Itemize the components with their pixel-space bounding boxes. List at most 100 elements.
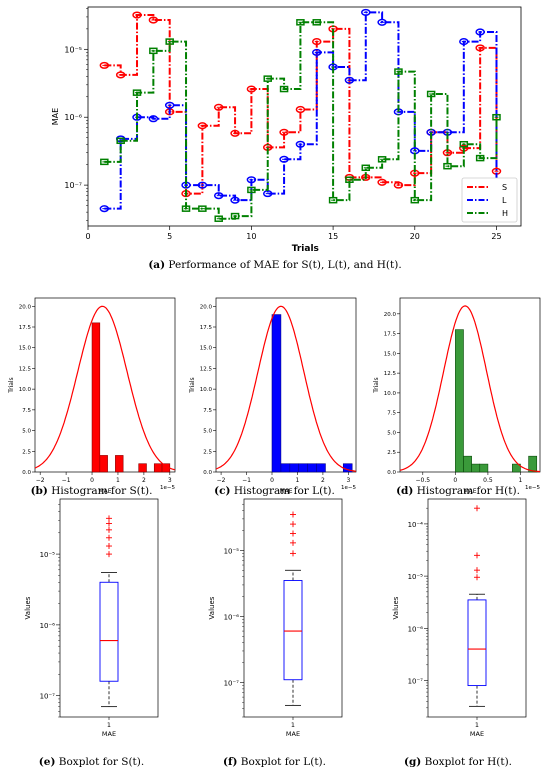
chart-c-histogram: 0.0 2.5 5.0 7.5 10.0 12.5 15.0 17.5 20.0 −2 −1 0 1 2 3…: [189, 297, 356, 495]
chart-b-ytick-label: 5.0: [22, 429, 31, 435]
chart-a-point: [459, 140, 469, 148]
chart-a-point: [426, 90, 436, 98]
chart-a-point: [263, 75, 272, 82]
chart-c-xtick-label: 0: [270, 477, 274, 484]
chart-b-xtick-label: 2: [142, 477, 146, 484]
chart-b-ytick-label: 0.0: [22, 470, 31, 476]
chart-c-ytick-label: 10.0: [200, 387, 213, 393]
chart-a-point: [99, 205, 110, 213]
chart-a-point: [197, 181, 208, 189]
caption-c: (c) Histogram for L(t).: [214, 485, 335, 497]
chart-a-point: [443, 162, 452, 170]
chart-g-outlier: [474, 552, 480, 559]
chart-a-point: [279, 85, 289, 93]
chart-g-outlier: [474, 574, 480, 581]
caption-d: (d) Histogram for H(t).: [396, 485, 520, 497]
chart-c-ytick-label: 17.5: [200, 325, 213, 331]
chart-a-xtick-label: 20: [410, 232, 420, 241]
chart-g-outlier: [474, 505, 480, 512]
chart-a-point: [312, 19, 322, 26]
chart-e-outlier: [106, 526, 112, 533]
chart-b-ytick-label: 17.5: [19, 325, 32, 331]
chart-f-ytick-label: 10⁻⁵: [224, 547, 240, 555]
chart-g-ytick-label: 10⁻⁴: [408, 521, 424, 529]
chart-c-xtick-label: −1: [242, 477, 251, 484]
chart-e-ytick-label: 10⁻⁷: [40, 693, 56, 701]
chart-a-point: [312, 38, 322, 46]
chart-a-xtick-label: 0: [85, 232, 90, 241]
chart-d-bar: [479, 463, 489, 473]
chart-g-ylabel: Values: [392, 596, 400, 619]
chart-b-ytick-label: 15.0: [19, 346, 32, 352]
chart-c-bar: [280, 463, 291, 473]
chart-b-ytick-label: 12.5: [19, 366, 32, 372]
chart-a-point: [492, 113, 501, 121]
chart-a-legend-label: S: [502, 183, 507, 192]
chart-a-series-l: [99, 8, 502, 213]
chart-a-line-s: [104, 14, 498, 195]
chart-d-bar: [463, 455, 472, 473]
chart-b-bar: [99, 455, 108, 473]
chart-a-point: [377, 178, 387, 186]
caption-e: (e) Boxplot for S(t).: [38, 756, 145, 768]
chart-b-ylabel: Trials: [8, 377, 15, 393]
chart-d-normal-curve: [399, 305, 541, 473]
chart-a-point: [116, 137, 125, 145]
chart-a-point: [459, 38, 469, 46]
chart-e-outlier: [106, 534, 112, 541]
chart-a-point: [132, 11, 142, 19]
chart-a-legend-label: H: [502, 209, 508, 218]
chart-b-scale-note: 1e−5: [160, 485, 175, 491]
chart-c-bar: [307, 463, 317, 473]
chart-e-ylabel: Values: [24, 596, 32, 619]
chart-d-xtick-label: 1: [519, 477, 523, 484]
chart-a-point: [295, 105, 306, 114]
chart-a-point: [361, 8, 371, 16]
chart-b-ytick-label: 2.5: [22, 449, 31, 455]
chart-b-normal-curve: [34, 305, 176, 471]
chart-a-point: [213, 192, 224, 200]
chart-c-bar: [289, 463, 300, 473]
chart-a-line-h: [104, 21, 498, 220]
chart-a-point: [295, 140, 306, 148]
chart-c-ytick-label: 2.5: [203, 449, 212, 455]
chart-g-xtick-label: 1: [475, 721, 479, 729]
chart-a-point: [181, 205, 191, 212]
chart-a-point: [377, 18, 387, 26]
chart-d-ytick-label: 2.5: [387, 450, 396, 456]
chart-a-point: [393, 181, 404, 189]
chart-f-xlabel: MAE: [286, 730, 300, 738]
chart-a-ytick-label: 10⁻⁵: [64, 45, 82, 54]
chart-a-point: [344, 76, 355, 84]
chart-a-point: [312, 48, 322, 56]
chart-a-xlabel: Trials: [292, 244, 319, 254]
chart-c-scale-note: 1e−5: [341, 485, 356, 491]
chart-a-point: [361, 164, 371, 172]
caption-f: (f) Boxplot for L(t).: [222, 756, 326, 768]
chart-e-outlier: [106, 551, 112, 558]
chart-d-ytick-label: 15.0: [384, 351, 397, 357]
chart-c-ytick-label: 7.5: [203, 408, 212, 414]
chart-g-outlier: [474, 567, 480, 574]
chart-b-xlabel: MAE: [98, 488, 111, 495]
chart-a-point: [213, 103, 224, 111]
chart-a-point: [230, 196, 240, 204]
caption-b: (b) Histogram for S(t).: [30, 485, 153, 497]
chart-a-point: [230, 212, 240, 220]
chart-a-point: [115, 71, 126, 79]
chart-c-ytick-label: 15.0: [200, 346, 213, 352]
chart-a-point: [198, 205, 207, 212]
chart-c-xtick-label: 2: [321, 477, 325, 484]
chart-d-bar: [528, 455, 538, 473]
chart-a-point: [394, 68, 403, 75]
chart-b-histogram: 0.0 2.5 5.0 7.5 10.0 12.5 15.0 17.5 20.0 −2 −1 0 1 2 3…: [8, 297, 176, 495]
chart-a-xtick-label: 15: [328, 232, 338, 241]
chart-c-bar: [298, 463, 308, 473]
chart-a-point: [279, 155, 289, 163]
chart-f-outlier: [290, 521, 296, 528]
chart-f-outlier: [290, 530, 296, 537]
chart-c-ytick-label: 20.0: [200, 304, 213, 310]
chart-g-frame: [427, 498, 527, 718]
chart-b-ytick-label: 10.0: [19, 387, 32, 393]
